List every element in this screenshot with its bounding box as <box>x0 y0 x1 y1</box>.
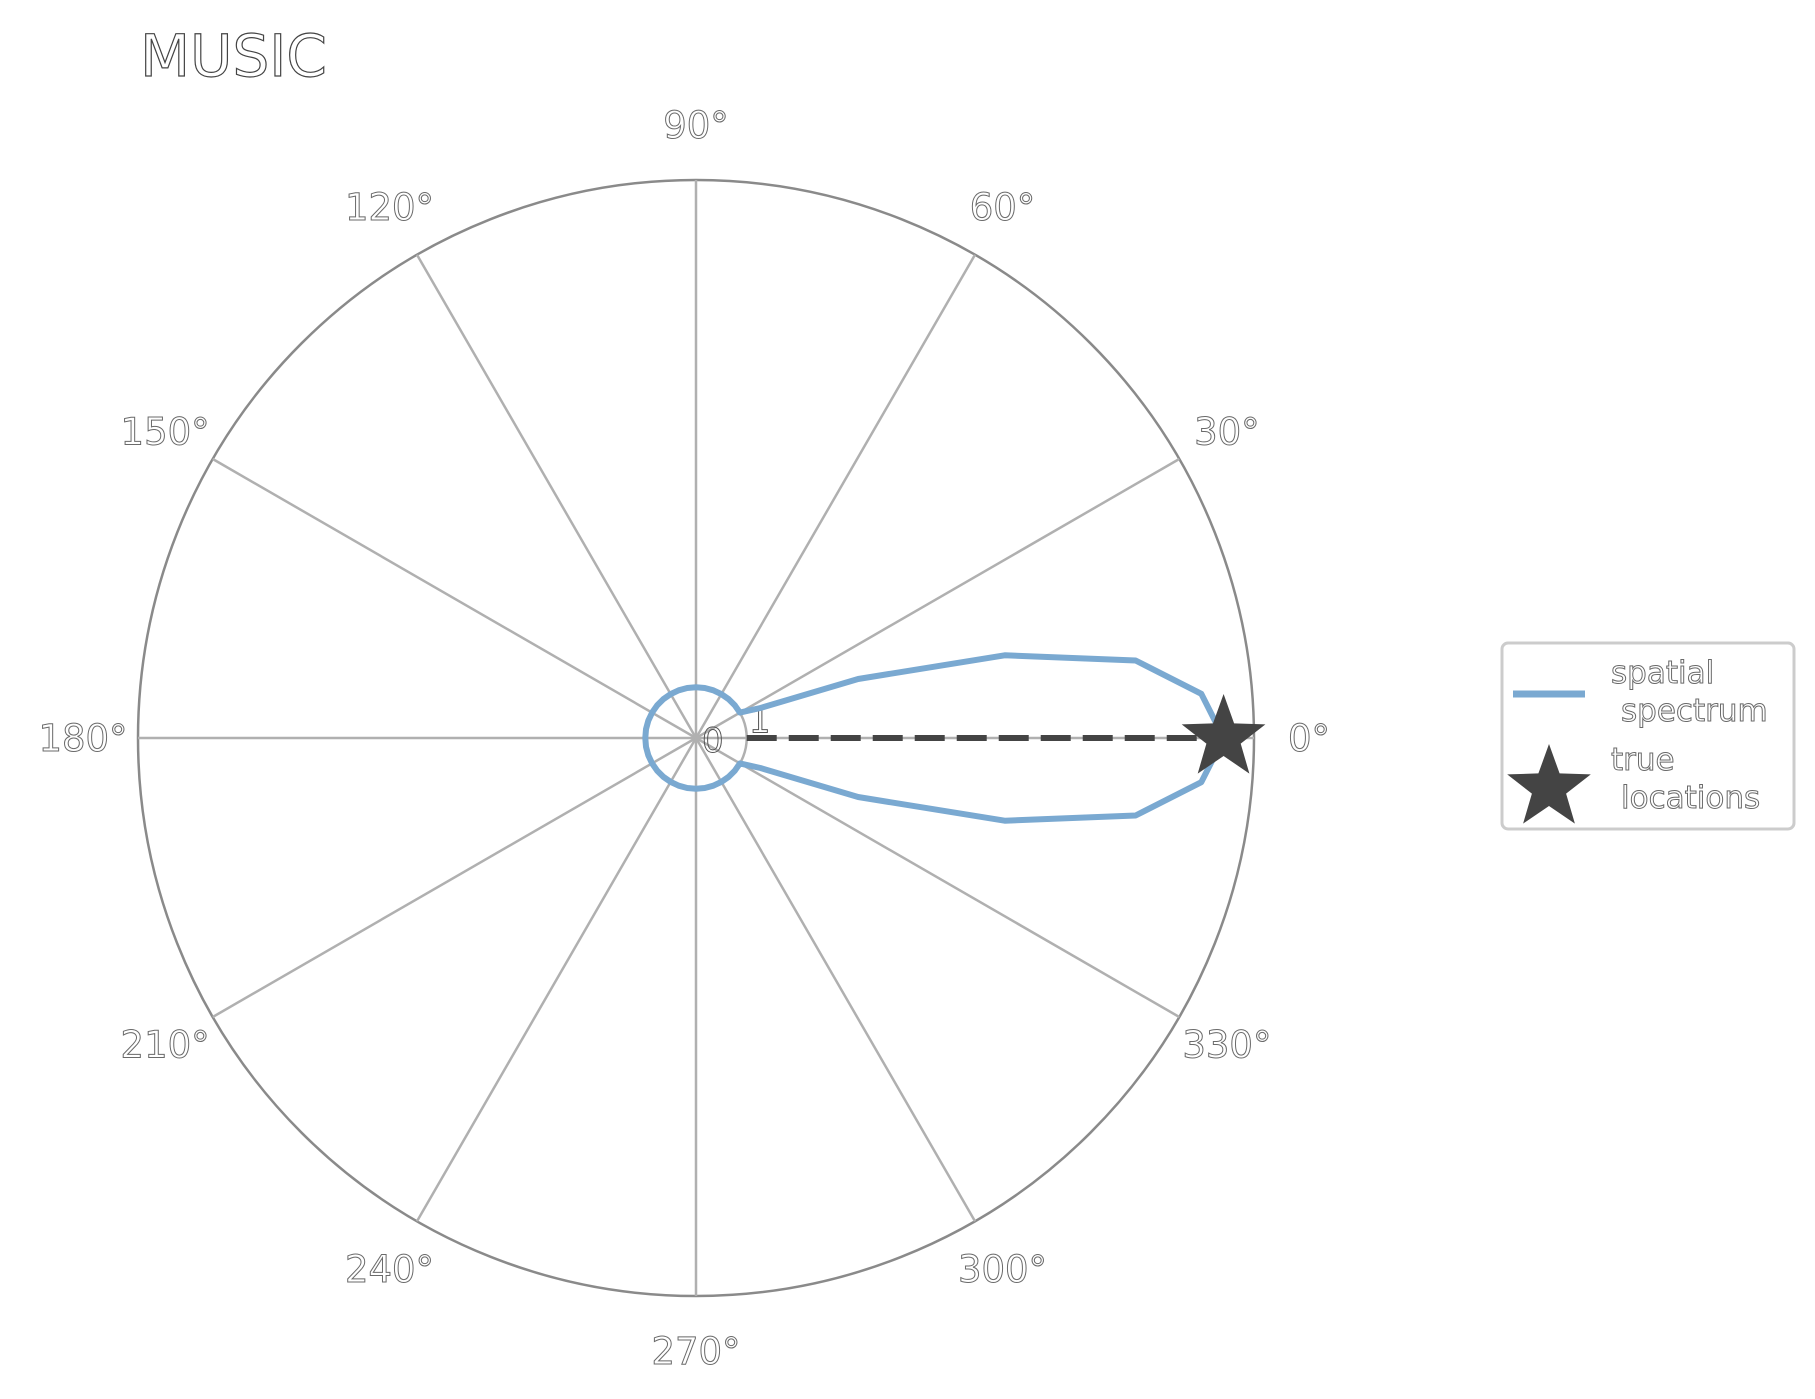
spectrum-line <box>642 652 1227 824</box>
angle-label-210: 210° <box>121 1024 210 1067</box>
series-layer <box>642 652 1266 824</box>
true-location-star <box>1181 694 1266 774</box>
angle-label-300: 300° <box>958 1248 1047 1291</box>
angle-label-60: 60° <box>970 186 1036 229</box>
angle-label-120: 120° <box>345 186 434 229</box>
angle-label-90: 90° <box>663 104 729 147</box>
r-tick-label-0: 0 <box>702 721 724 761</box>
spoke-330 <box>695 736 1180 1019</box>
legend-label-true: true <box>1611 742 1675 778</box>
spoke-240 <box>415 737 698 1222</box>
chart-title: MUSIC <box>140 22 327 90</box>
angle-label-180: 180° <box>38 717 127 760</box>
legend-label-locations: locations <box>1621 780 1760 816</box>
legend-label-spectrum: spectrum <box>1621 693 1768 729</box>
spoke-30 <box>695 457 1180 740</box>
angle-tick-labels: 0° 30° 60° 90° 120° 150° 180° 210° 240° 270° 300° 3… <box>38 104 1331 1374</box>
angle-label-150: 150° <box>121 411 210 454</box>
spoke-60 <box>694 254 977 739</box>
polar-grid <box>136 178 1256 1298</box>
legend-label-spatial: spatial <box>1611 655 1714 691</box>
spoke-300 <box>694 737 977 1222</box>
legend-star-icon <box>1507 744 1591 824</box>
angle-label-0: 0° <box>1288 717 1330 760</box>
legend: spatial spectrum true locations <box>1500 641 1796 831</box>
angle-label-30: 30° <box>1194 411 1260 454</box>
angle-label-330: 330° <box>1182 1024 1271 1067</box>
spoke-120 <box>415 254 698 739</box>
angle-label-270: 270° <box>651 1330 740 1373</box>
spoke-150 <box>212 457 697 740</box>
spoke-210 <box>212 736 697 1019</box>
angle-label-240: 240° <box>345 1248 434 1291</box>
